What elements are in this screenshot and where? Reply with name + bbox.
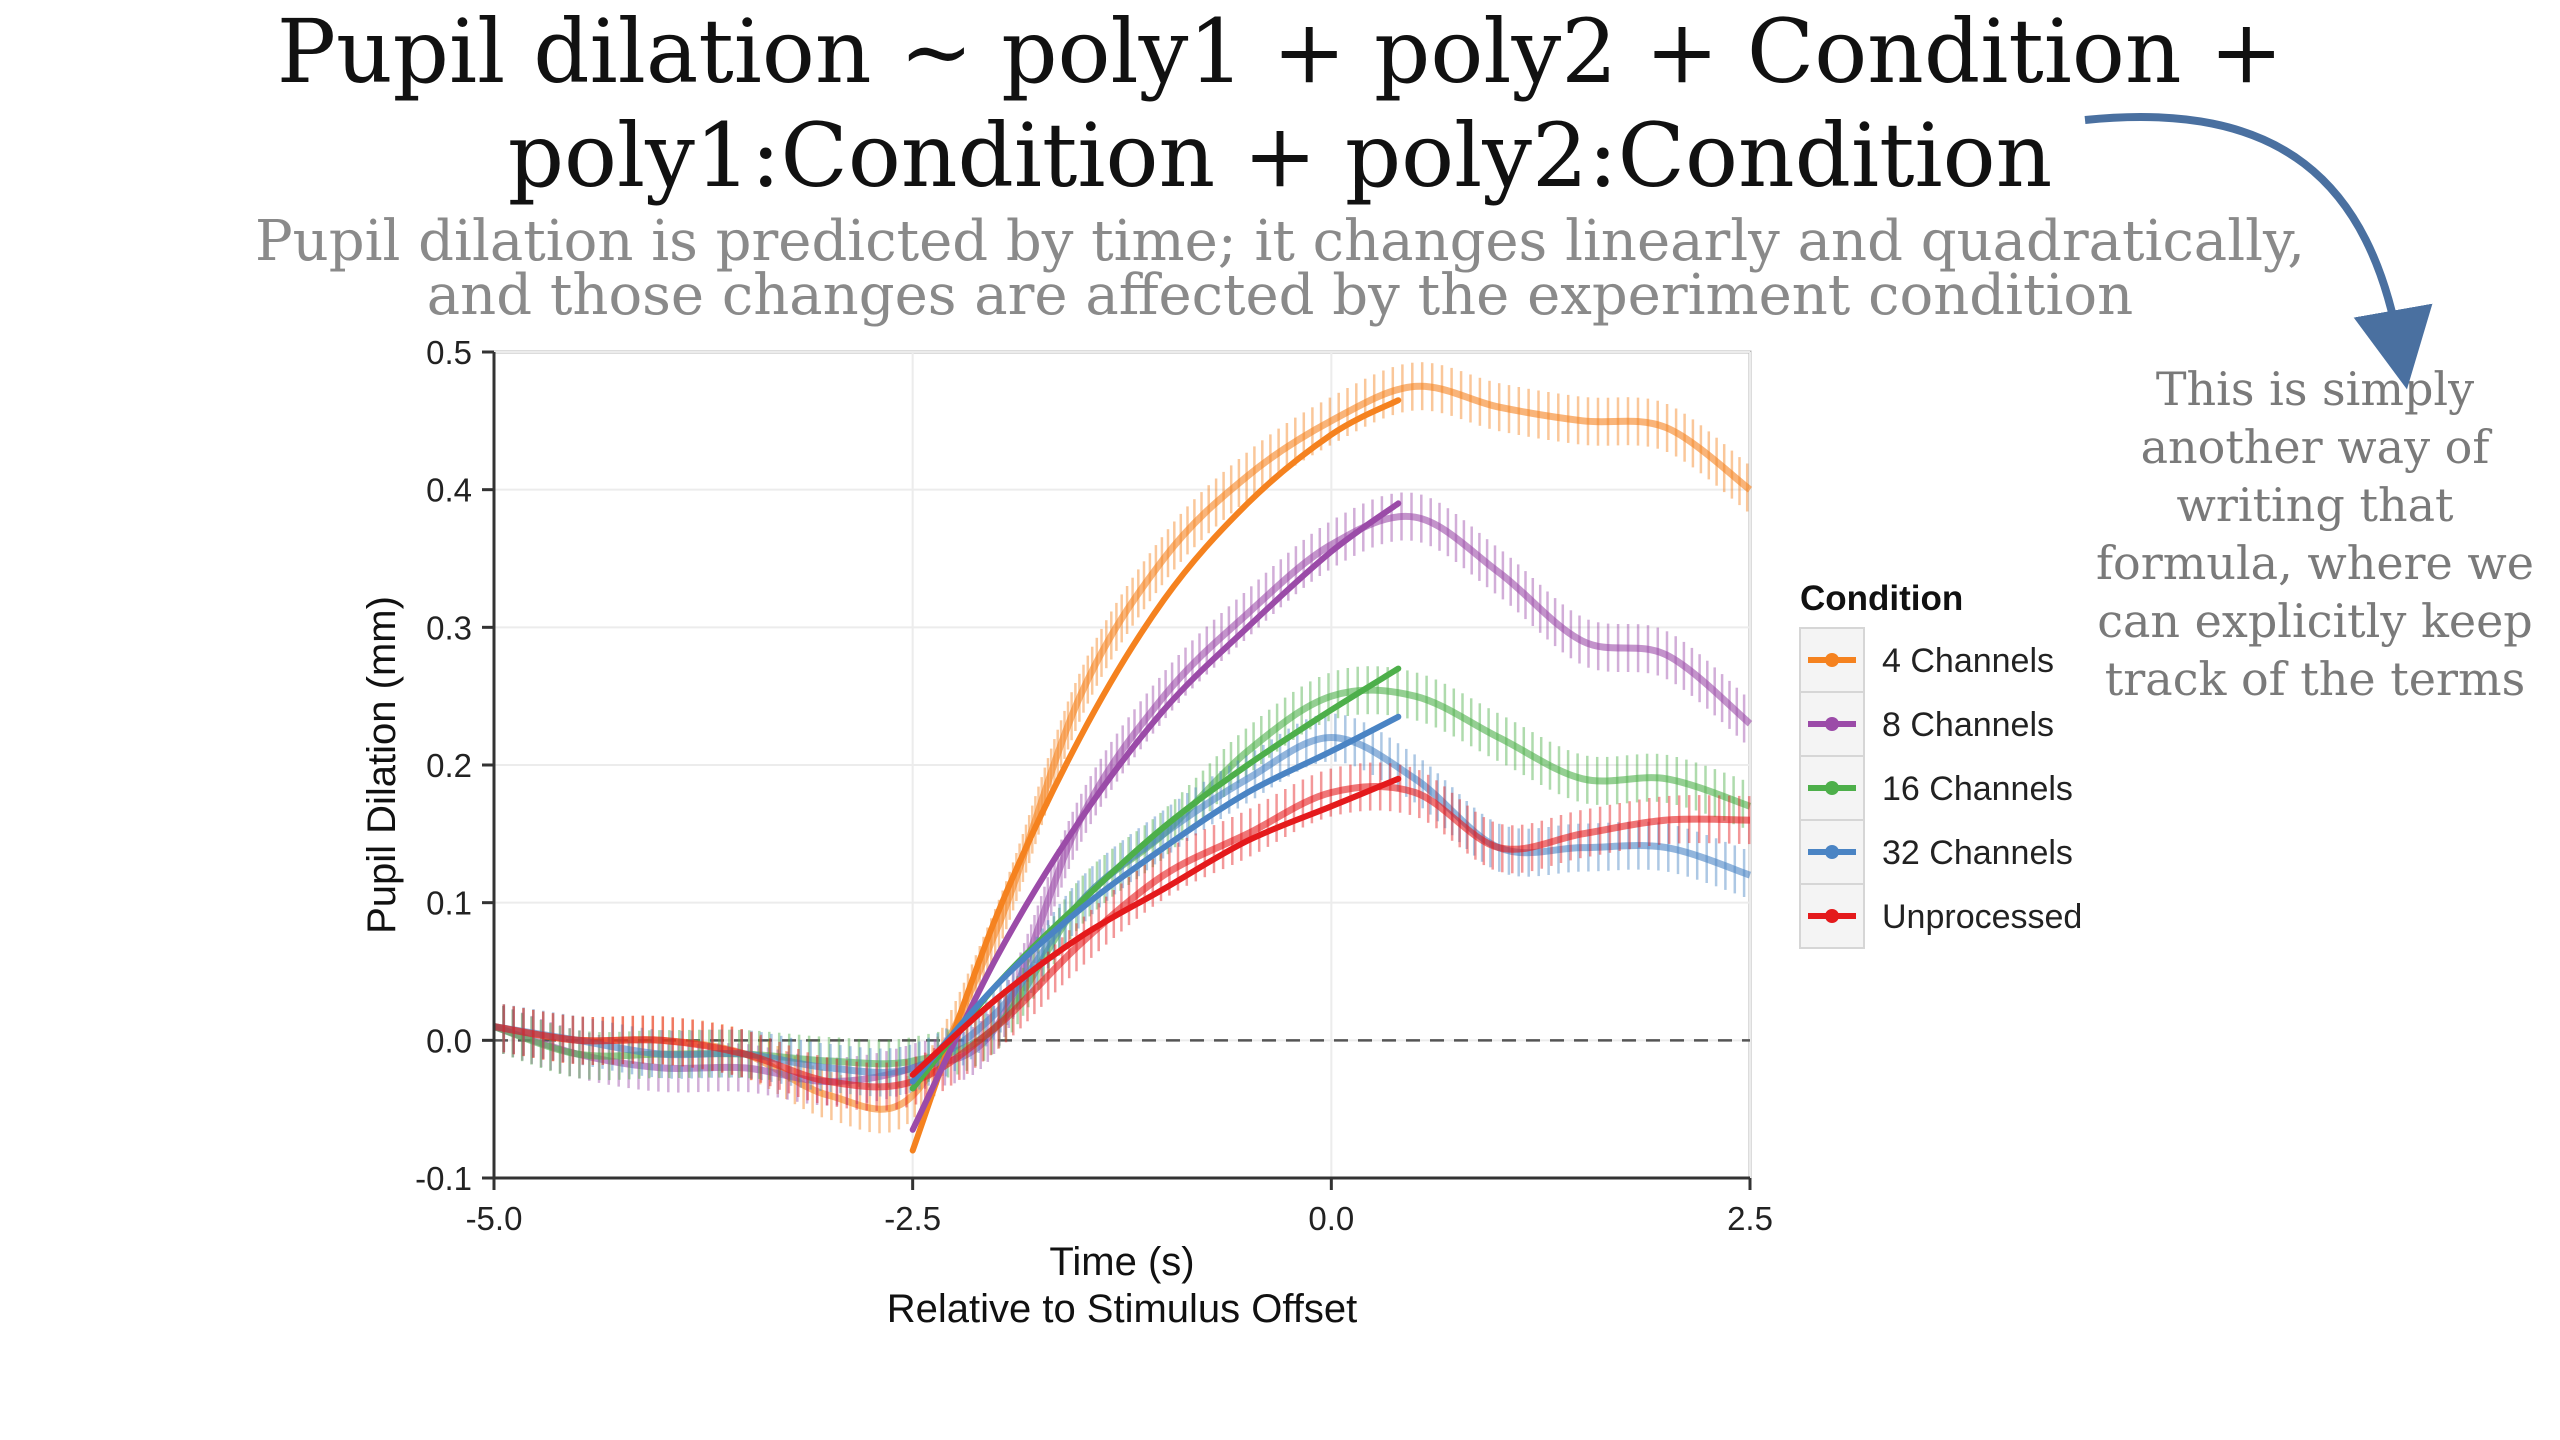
legend-key-dot (1825, 717, 1839, 731)
y-tick-label: 0.3 (426, 609, 472, 646)
annotation-note: This is simply another way of writing th… (2080, 360, 2550, 708)
x-tick-label: 2.5 (1727, 1200, 1773, 1237)
fitted-line (909, 775, 1402, 1078)
annotation-line: formula, where we (2096, 536, 2534, 590)
y-tick-label: -0.1 (415, 1160, 472, 1197)
x-tick-label: -5.0 (466, 1200, 523, 1237)
legend-item: Unprocessed (1799, 883, 2082, 949)
x-tick-label: -2.5 (884, 1200, 941, 1237)
y-tick-label: 0.0 (426, 1022, 472, 1059)
x-axis-label: Time (s) (1049, 1240, 1194, 1284)
legend-label: 8 Channels (1882, 706, 2054, 744)
legend-key-dot (1825, 653, 1839, 667)
annotation-line: track of the terms (2104, 652, 2526, 706)
subtitle-line-1: Pupil dilation is predicted by time; it … (254, 209, 2306, 274)
y-tick-label: 0.5 (426, 334, 472, 371)
annotation-line: writing that (2176, 478, 2454, 532)
y-tick-label: 0.1 (426, 885, 472, 922)
legend-item: 16 Channels (1799, 755, 2073, 821)
fitted-series-group (909, 397, 1402, 1154)
annotation-line: can explicitly keep (2097, 594, 2533, 648)
legend-label: 32 Channels (1882, 834, 2073, 872)
legend-key-dot (1825, 909, 1839, 923)
x-tick-label: 0.0 (1308, 1200, 1354, 1237)
formula-title-line-2: poly1:Condition + poly2:Condition (507, 104, 2053, 207)
axes: -0.1 0.0 0.1 0.2 0.3 0.4 0.5 -5.0 -2.5 0.0 2.5 (415, 334, 1773, 1237)
x-axis-sublabel: Relative to Stimulus Offset (887, 1287, 1358, 1331)
observed-line (492, 512, 1753, 1086)
subtitle-line-2: and those changes are affected by the ex… (426, 263, 2134, 328)
legend-key-dot (1825, 845, 1839, 859)
legend-label: 4 Channels (1882, 642, 2054, 680)
fitted-line (909, 397, 1402, 1154)
y-tick-label: 0.2 (426, 747, 472, 784)
formula-title-line-1: Pupil dilation ~ poly1 + poly2 + Conditi… (276, 0, 2284, 103)
legend-label: 16 Channels (1882, 770, 2073, 808)
fitted-line (909, 500, 1402, 1133)
observed-line (493, 783, 1751, 1091)
legend-item: 32 Channels (1799, 819, 2073, 885)
legend-label: Unprocessed (1882, 898, 2082, 936)
legend-item: 4 Channels (1799, 627, 2054, 693)
curved-arrow-icon (2084, 113, 2433, 390)
legend-title: Condition (1800, 579, 1963, 618)
legend-item: 8 Channels (1799, 691, 2054, 757)
y-tick-label: 0.4 (426, 472, 472, 509)
legend-key-dot (1825, 781, 1839, 795)
fitted-line (909, 713, 1402, 1085)
annotation-line: another way of (2140, 420, 2490, 474)
legend: Condition 4 Channels 8 Channels 16 Channel… (1799, 579, 2082, 949)
y-axis-label: Pupil Dilation (mm) (360, 596, 404, 934)
